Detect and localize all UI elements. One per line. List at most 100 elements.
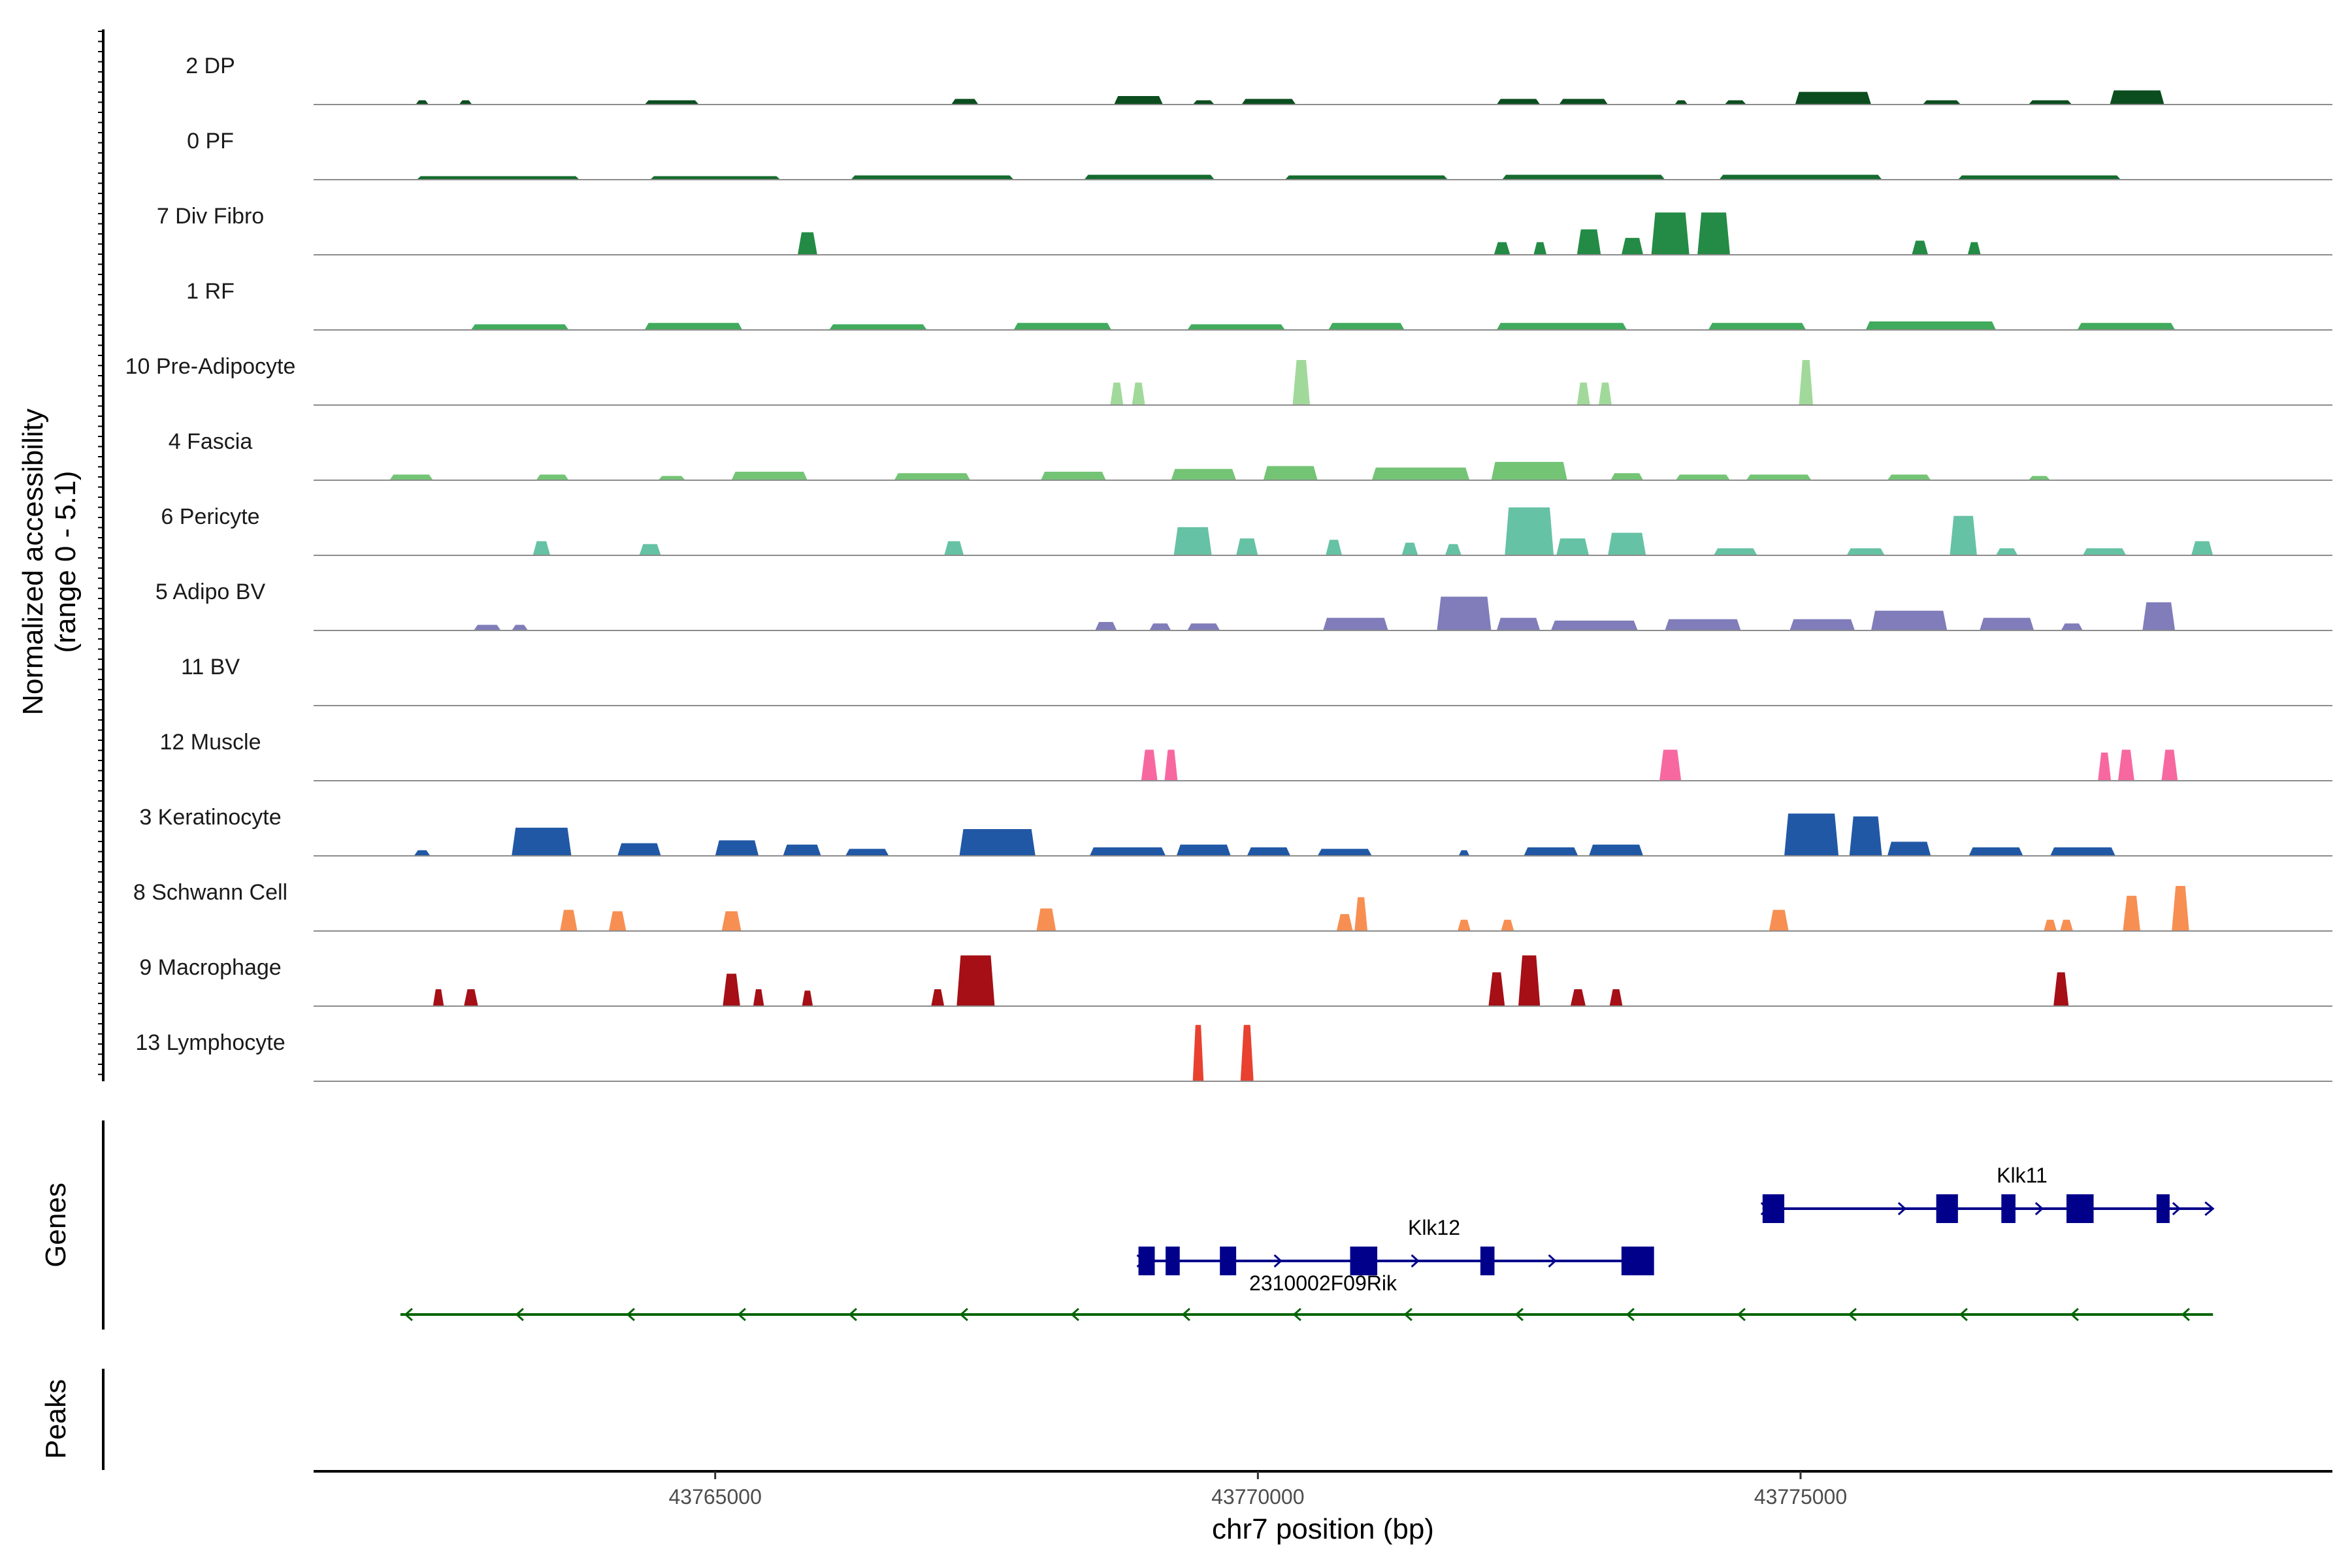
track-label: 7 Div Fibro	[157, 204, 264, 229]
accessibility-peak	[2123, 896, 2140, 931]
accessibility-peak	[1041, 472, 1106, 480]
accessibility-peak	[416, 100, 429, 105]
accessibility-peak	[474, 625, 501, 630]
accessibility-peak	[416, 176, 580, 180]
accessibility-peak	[1870, 610, 1948, 630]
accessibility-peak	[1784, 813, 1839, 856]
gene-klk12: Klk12	[1136, 1216, 1654, 1275]
track-label: 12 Muscle	[160, 730, 261, 755]
accessibility-peak	[1084, 174, 1215, 180]
accessibility-peak	[1164, 749, 1178, 781]
accessibility-peak	[1458, 850, 1470, 856]
accessibility-peak	[389, 474, 433, 480]
accessibility-peak	[1236, 538, 1258, 555]
strand-chevron	[1411, 1254, 1420, 1268]
accessibility-peak	[931, 989, 945, 1006]
accessibility-peak	[715, 840, 759, 856]
y-axis-title-line2: (range 0 - 5.1)	[50, 471, 82, 653]
accessibility-peak	[723, 973, 740, 1006]
accessibility-peak	[1922, 100, 1961, 105]
accessibility-peak	[560, 909, 578, 931]
genes-panel-label: Genes	[40, 1183, 72, 1267]
gene-exon	[2156, 1194, 2170, 1223]
accessibility-peak	[1247, 847, 1291, 856]
accessibility-peak	[1980, 617, 2034, 630]
gene-exon	[1220, 1247, 1237, 1275]
track-12-muscle: 12 Muscle	[160, 730, 2332, 781]
x-tick-label: 43765000	[668, 1485, 761, 1509]
accessibility-peak	[1674, 100, 1688, 105]
accessibility-peak	[1799, 359, 1814, 405]
accessibility-peak	[944, 541, 964, 555]
accessibility-peak	[1651, 212, 1690, 255]
accessibility-peak	[414, 850, 431, 856]
accessibility-peak	[1609, 989, 1623, 1006]
gene-exon	[1350, 1247, 1378, 1275]
track-11-bv: 11 BV	[181, 655, 2332, 706]
accessibility-peak	[1173, 527, 1212, 555]
track-label: 0 PF	[187, 129, 234, 154]
accessibility-peak	[783, 844, 821, 856]
strand-chevron	[1625, 1307, 1635, 1322]
accessibility-peak	[1496, 617, 1541, 630]
gene-exon	[1621, 1247, 1654, 1275]
accessibility-peak	[1437, 596, 1492, 630]
accessibility-peak	[2077, 323, 2176, 330]
accessibility-peak	[1865, 321, 1996, 330]
accessibility-peak	[1533, 242, 1547, 255]
accessibility-peak	[1576, 229, 1601, 255]
accessibility-peak	[2110, 90, 2164, 105]
accessibility-peak	[1950, 515, 1977, 555]
track-label: 3 Keratinocyte	[139, 805, 281, 830]
accessibility-peak	[470, 324, 569, 330]
accessibility-peak	[644, 100, 699, 105]
accessibility-peak	[1849, 816, 1882, 856]
accessibility-peak	[459, 100, 472, 105]
accessibility-peak	[1846, 548, 1885, 555]
accessibility-peak	[2161, 749, 2178, 781]
accessibility-peak	[1968, 847, 2023, 856]
accessibility-peak	[1659, 749, 1682, 781]
accessibility-peak	[1132, 382, 1145, 405]
gene-label: Klk12	[1408, 1216, 1460, 1239]
gene-exon	[2001, 1194, 2016, 1223]
accessibility-peak	[802, 990, 813, 1006]
accessibility-peak	[1110, 382, 1124, 405]
gene-label: 2310002F09Rik	[1249, 1271, 1397, 1295]
track-label: 8 Schwann Cell	[133, 880, 287, 905]
accessibility-peak	[1496, 99, 1541, 105]
accessibility-peak	[1501, 919, 1514, 931]
accessibility-peak	[464, 989, 478, 1006]
accessibility-peak	[608, 911, 627, 931]
strand-chevron	[2181, 1307, 2190, 1322]
gene-exon	[1166, 1247, 1180, 1275]
genes-panel: Klk11 Klk12 2310002F09Rik	[400, 1164, 2215, 1322]
accessibility-peak	[2028, 100, 2072, 105]
accessibility-peak	[1675, 474, 1730, 480]
track-5-adipo-bv: 5 Adipo BV	[155, 580, 2332, 631]
track-6-pericyte: 6 Pericyte	[161, 504, 2332, 556]
accessibility-peak	[1187, 623, 1220, 630]
accessibility-peak	[1556, 538, 1590, 555]
accessibility-peak	[1610, 473, 1644, 480]
track-1-rf: 1 RF	[186, 279, 2332, 331]
accessibility-peak	[1241, 99, 1296, 105]
strand-chevron	[2034, 1201, 2044, 1216]
accessibility-peak	[1887, 841, 1931, 856]
accessibility-peak	[959, 829, 1036, 856]
accessibility-peak	[1518, 955, 1541, 1006]
accessibility-peak	[1284, 175, 1448, 180]
peaks-panel-label-group: Peaks	[40, 1379, 72, 1459]
accessibility-peak	[2060, 919, 2073, 931]
accessibility-peak	[1141, 749, 1158, 781]
track-label: 5 Adipo BV	[155, 580, 266, 604]
accessibility-peak	[1013, 323, 1112, 330]
strand-chevron	[1548, 1254, 1557, 1268]
genes-panel-label-group: Genes	[40, 1183, 72, 1267]
accessibility-peak	[1505, 507, 1554, 555]
accessibility-peak	[1795, 91, 1871, 105]
accessibility-peak	[1769, 909, 1789, 931]
x-axis-ticks: 43765000 43770000 43775000	[668, 1471, 1847, 1509]
track-10-pre-adipocyte: 10 Pre-Adipocyte	[125, 354, 2332, 406]
